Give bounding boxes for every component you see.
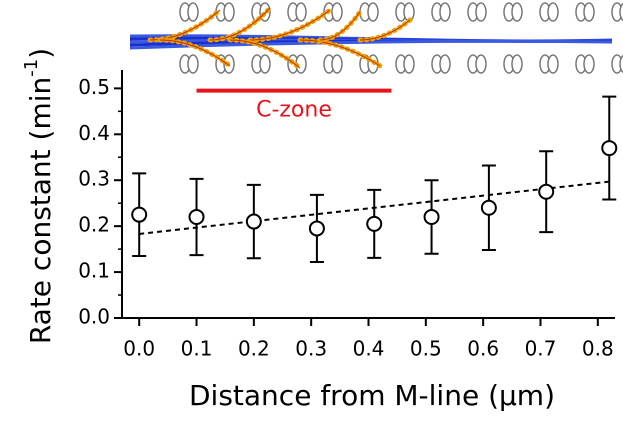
- y-axis-title: Rate constant (min-1): [21, 48, 57, 344]
- myosin-head: [403, 54, 415, 74]
- y-tick-label: 0.1: [78, 259, 110, 283]
- myosin-head: [223, 2, 235, 22]
- data-point: [538, 183, 555, 200]
- protein-chain-core: [299, 39, 381, 67]
- myosin-head: [475, 2, 487, 22]
- y-tick-label: 0.4: [78, 121, 110, 145]
- x-tick-label: 0.1: [181, 337, 213, 361]
- protein-chain-core: [359, 19, 411, 41]
- y-title-sup: -1: [21, 59, 42, 77]
- x-tick-label: 0.8: [582, 337, 614, 361]
- myosin-head: [367, 2, 379, 22]
- data-point: [188, 208, 205, 225]
- x-tick-label: 0.0: [123, 337, 155, 361]
- filament-strand: [129, 39, 613, 50]
- myosin-head: [439, 54, 451, 74]
- y-tick-label: 0.5: [78, 75, 110, 99]
- myosin-head: [187, 54, 199, 74]
- filament-diagram: [129, 2, 623, 74]
- myosin-head: [511, 54, 523, 74]
- data-point: [131, 206, 148, 223]
- protein-chain-core: [209, 7, 271, 41]
- myosin-head: [619, 54, 623, 74]
- data-point: [423, 208, 440, 225]
- myosin-head: [187, 2, 199, 22]
- protein-chain-core: [159, 39, 231, 67]
- x-tick-label: 0.3: [295, 337, 327, 361]
- y-tick-label: 0.0: [78, 305, 110, 329]
- myosin-head: [583, 54, 595, 74]
- myosin-head: [331, 2, 343, 22]
- myosin-head: [547, 54, 559, 74]
- data-point: [308, 220, 325, 237]
- protein-chain-core: [319, 11, 361, 41]
- y-tick-label: 0.3: [78, 167, 110, 191]
- data-point: [245, 213, 262, 230]
- x-tick-label: 0.7: [525, 337, 557, 361]
- data-point: [366, 215, 383, 232]
- protein-chain-core: [229, 39, 301, 69]
- c-zone-label: C-zone: [256, 98, 332, 123]
- myosin-head: [475, 54, 487, 74]
- x-tick-label: 0.2: [238, 337, 270, 361]
- y-title-suffix: ): [24, 48, 57, 59]
- y-tick-label: 0.2: [78, 213, 110, 237]
- y-title-main: Rate constant (min: [24, 77, 57, 344]
- protein-chain-core: [249, 9, 331, 41]
- x-tick-label: 0.5: [410, 337, 442, 361]
- myosin-head: [331, 54, 343, 74]
- myosin-head: [295, 2, 307, 22]
- x-tick-label: 0.6: [467, 337, 499, 361]
- myosin-head: [547, 2, 559, 22]
- x-axis-title: Distance from M-line (μm): [189, 379, 555, 412]
- protein-chain-core: [149, 9, 221, 41]
- protein-chain: [357, 17, 413, 43]
- myosin-head: [583, 2, 595, 22]
- x-tick-label: 0.4: [353, 337, 385, 361]
- data-point: [480, 199, 497, 216]
- myosin-head: [619, 2, 623, 22]
- myosin-head: [259, 54, 271, 74]
- data-point: [601, 140, 618, 157]
- myosin-head: [511, 2, 523, 22]
- myosin-head: [439, 2, 451, 22]
